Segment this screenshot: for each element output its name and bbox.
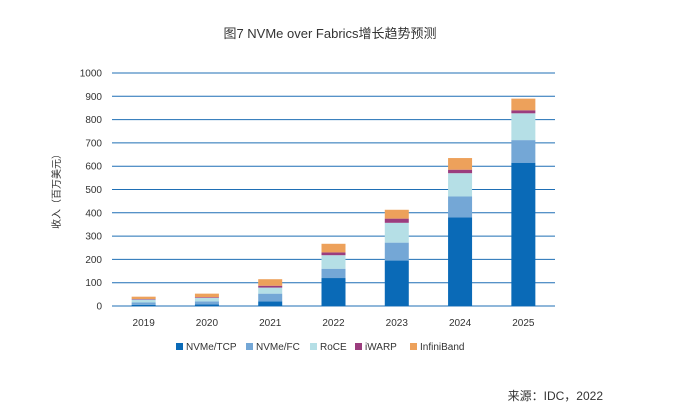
bar-segment: [131, 302, 156, 305]
x-tick-labels: 2019 2020 2021 2022 2023 2024 2025: [133, 318, 535, 329]
bar-segment: [384, 260, 409, 306]
bar-segment: [448, 173, 473, 197]
x-tick-label: 2020: [196, 318, 219, 329]
bar-segment: [321, 243, 346, 253]
bar-segment: [258, 301, 283, 306]
x-tick-label: 2025: [512, 318, 535, 329]
y-tick-label: 100: [85, 278, 102, 289]
legend-swatch: [355, 343, 362, 350]
source-note: 来源：IDC，2022: [508, 389, 604, 403]
bar-segment: [321, 278, 346, 306]
bar-segment: [131, 304, 156, 306]
legend: NVMe/TCP NVMe/FC RoCE iWARP InfiniBand: [176, 342, 464, 353]
x-tick-label: 2024: [449, 318, 472, 329]
y-tick-label: 700: [85, 138, 102, 149]
legend-label: InfiniBand: [420, 342, 464, 353]
bar-segment: [194, 293, 219, 298]
x-tick-label: 2019: [133, 318, 156, 329]
x-tick-label: 2022: [322, 318, 345, 329]
bar-segment: [384, 209, 409, 219]
legend-label: NVMe/FC: [256, 342, 300, 353]
bar-segment: [258, 279, 283, 286]
bar-segment: [321, 255, 346, 269]
chart-title: 图7 NVMe over Fabrics增长趋势预测: [223, 26, 436, 41]
bar-segment: [384, 222, 409, 243]
legend-swatch: [410, 343, 417, 350]
y-tick-label: 400: [85, 208, 102, 219]
y-tick-label: 200: [85, 255, 102, 266]
y-tick-label: 800: [85, 115, 102, 126]
bar-segment: [258, 285, 283, 288]
bar-segment: [511, 98, 536, 111]
gridlines: [112, 72, 555, 307]
bar-segment: [194, 297, 219, 298]
bar-segment: [511, 140, 536, 163]
bars: [131, 98, 536, 306]
y-tick-label: 600: [85, 162, 102, 173]
y-tick-labels: 0 100 200 300 400 500 600 700 800 900 1000: [80, 69, 103, 313]
bar-segment: [448, 217, 473, 306]
bar-segment: [194, 301, 219, 305]
legend-swatch: [310, 343, 317, 350]
y-tick-label: 900: [85, 92, 102, 103]
x-tick-label: 2023: [386, 318, 409, 329]
bar-segment: [194, 304, 219, 306]
y-tick-label: 300: [85, 232, 102, 243]
bar-segment: [258, 293, 283, 302]
y-tick-label: 0: [96, 302, 102, 313]
legend-label: NVMe/TCP: [186, 342, 237, 353]
bar-segment: [511, 113, 536, 141]
legend-swatch: [246, 343, 253, 350]
bar-segment: [448, 158, 473, 170]
bar-segment: [131, 296, 156, 300]
x-tick-label: 2021: [259, 318, 282, 329]
bar-segment: [384, 242, 409, 261]
bar-segment: [384, 218, 409, 223]
bar-segment: [321, 252, 346, 256]
bar-segment: [511, 162, 536, 306]
y-tick-label: 500: [85, 185, 102, 196]
legend-label: RoCE: [320, 342, 347, 353]
bar-segment: [258, 287, 283, 294]
y-axis-label: 收入（百万美元）: [50, 149, 63, 229]
bar-segment: [321, 268, 346, 279]
legend-swatch: [176, 343, 183, 350]
bar-segment: [511, 110, 536, 114]
y-tick-label: 1000: [80, 69, 103, 80]
bar-segment: [448, 196, 473, 218]
bar-segment: [448, 169, 473, 174]
bar-segment: [131, 299, 156, 303]
bar-segment: [194, 297, 219, 302]
legend-label: iWARP: [365, 342, 397, 353]
